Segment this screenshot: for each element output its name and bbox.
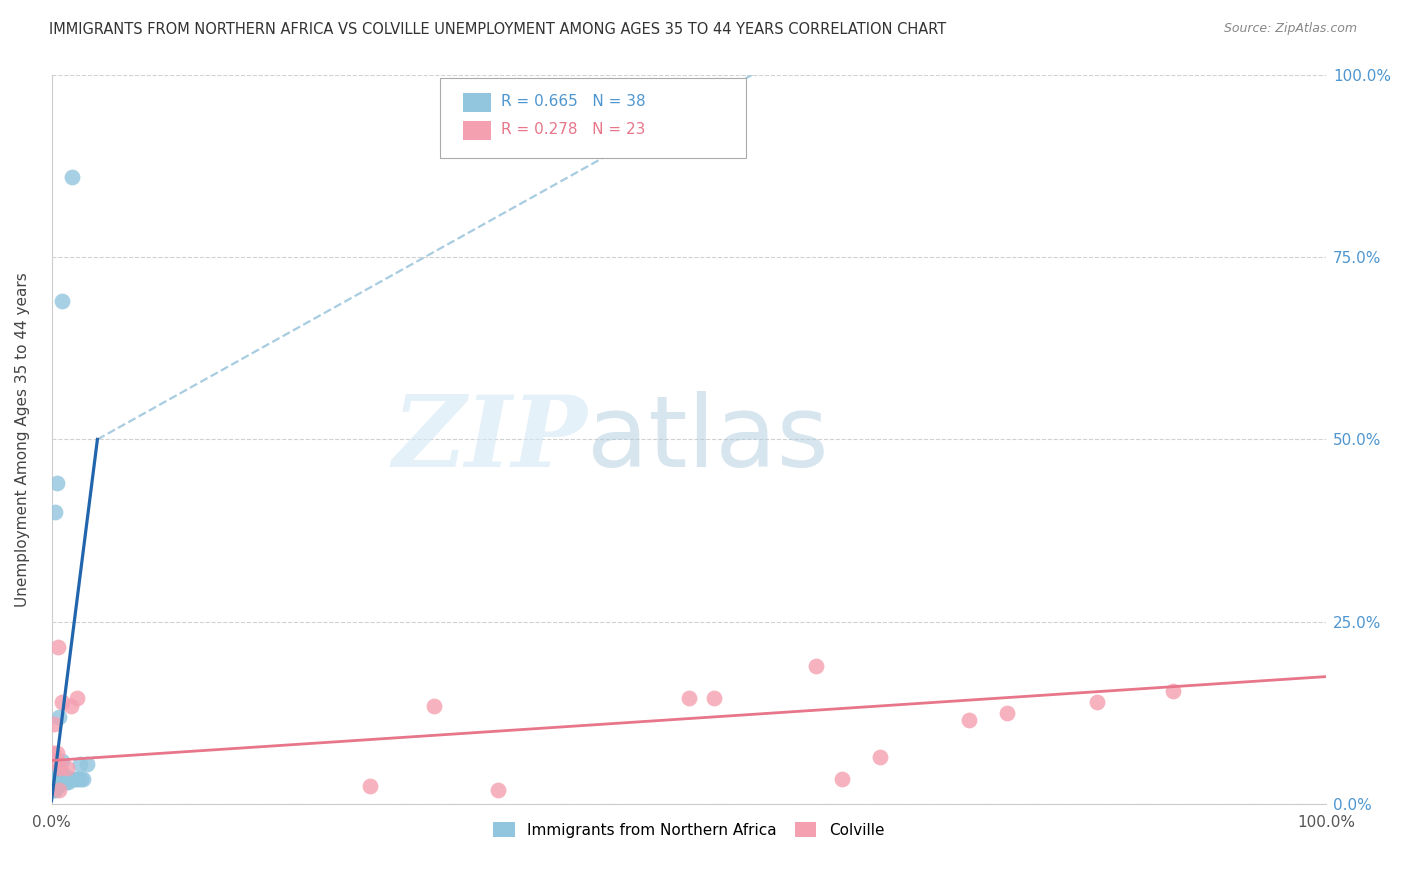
Point bbox=[44, 754, 66, 768]
Point bbox=[59, 698, 82, 713]
Point bbox=[48, 710, 70, 724]
Point bbox=[69, 757, 91, 772]
Point bbox=[1161, 684, 1184, 698]
Point bbox=[56, 761, 79, 775]
Text: ZIP: ZIP bbox=[392, 392, 586, 488]
Point bbox=[42, 746, 65, 760]
Point bbox=[46, 775, 69, 789]
Point bbox=[65, 772, 87, 786]
Point bbox=[49, 775, 72, 789]
Text: IMMIGRANTS FROM NORTHERN AFRICA VS COLVILLE UNEMPLOYMENT AMONG AGES 35 TO 44 YEA: IMMIGRANTS FROM NORTHERN AFRICA VS COLVI… bbox=[49, 22, 946, 37]
Point bbox=[63, 772, 86, 786]
Point bbox=[55, 775, 77, 789]
Point bbox=[46, 779, 69, 793]
Point bbox=[60, 169, 83, 184]
Point bbox=[997, 706, 1019, 720]
Point bbox=[51, 754, 73, 768]
Point bbox=[831, 772, 853, 786]
Text: R = 0.665   N = 38: R = 0.665 N = 38 bbox=[502, 94, 647, 109]
Point bbox=[52, 768, 75, 782]
Legend: Immigrants from Northern Africa, Colville: Immigrants from Northern Africa, Colvill… bbox=[488, 816, 890, 844]
Point bbox=[56, 775, 79, 789]
Point bbox=[359, 779, 381, 793]
Point bbox=[51, 695, 73, 709]
Point bbox=[423, 698, 446, 713]
Point bbox=[806, 658, 828, 673]
Point bbox=[56, 772, 79, 786]
Point bbox=[45, 779, 67, 793]
Point bbox=[45, 746, 67, 760]
Point bbox=[48, 761, 70, 775]
Bar bbox=[463, 94, 491, 112]
Point bbox=[52, 775, 75, 789]
Point bbox=[51, 768, 73, 782]
Point bbox=[42, 768, 65, 782]
Point bbox=[60, 772, 83, 786]
Point bbox=[48, 772, 70, 786]
Point bbox=[72, 772, 94, 786]
Point bbox=[66, 691, 89, 706]
Point bbox=[58, 772, 80, 786]
Point bbox=[869, 750, 891, 764]
Point bbox=[486, 782, 509, 797]
Point bbox=[69, 772, 91, 786]
Point bbox=[45, 779, 67, 793]
Point bbox=[703, 691, 725, 706]
Point bbox=[678, 691, 700, 706]
Point bbox=[44, 505, 66, 519]
Point bbox=[51, 293, 73, 308]
Point bbox=[49, 772, 72, 786]
Point bbox=[957, 714, 980, 728]
Point bbox=[67, 772, 90, 786]
Text: atlas: atlas bbox=[586, 391, 828, 488]
Y-axis label: Unemployment Among Ages 35 to 44 years: Unemployment Among Ages 35 to 44 years bbox=[15, 272, 30, 607]
FancyBboxPatch shape bbox=[440, 78, 747, 159]
Point bbox=[42, 782, 65, 797]
Point bbox=[76, 757, 98, 772]
Point bbox=[42, 717, 65, 731]
Point bbox=[42, 779, 65, 793]
Point bbox=[1085, 695, 1108, 709]
Bar bbox=[463, 121, 491, 140]
Point bbox=[44, 782, 66, 797]
Point bbox=[48, 782, 70, 797]
Text: R = 0.278   N = 23: R = 0.278 N = 23 bbox=[502, 121, 645, 136]
Point bbox=[53, 768, 76, 782]
Point bbox=[45, 476, 67, 491]
Point bbox=[49, 772, 72, 786]
Point bbox=[49, 761, 72, 775]
Point bbox=[46, 640, 69, 655]
Point bbox=[44, 772, 66, 786]
Point bbox=[44, 772, 66, 786]
Point bbox=[53, 772, 76, 786]
Text: Source: ZipAtlas.com: Source: ZipAtlas.com bbox=[1223, 22, 1357, 36]
